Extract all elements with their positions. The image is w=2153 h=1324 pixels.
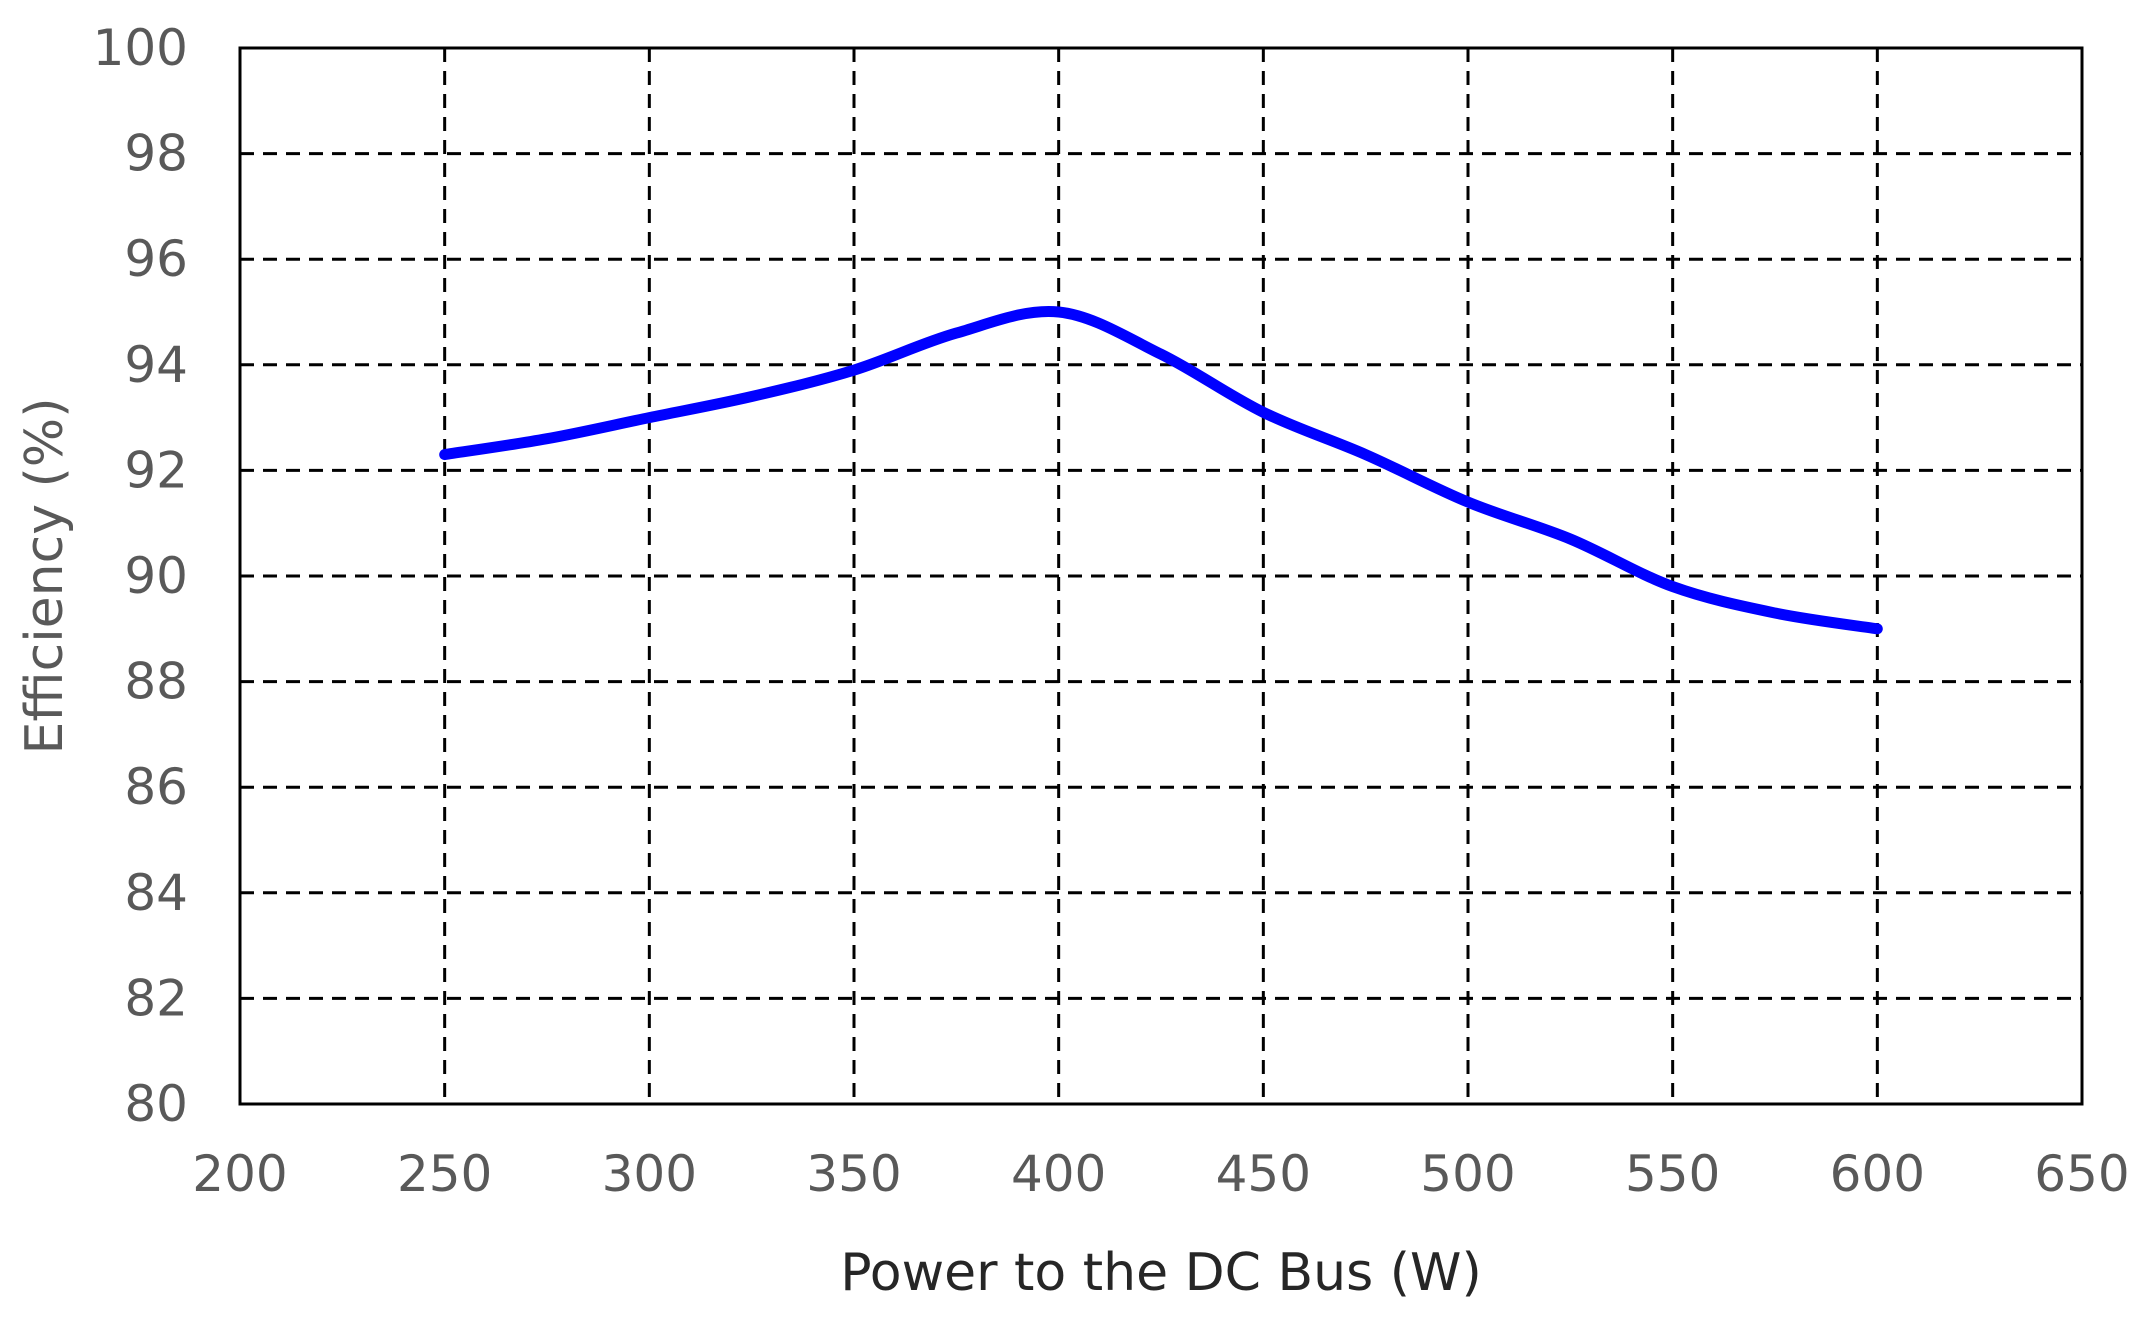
x-axis-ticks: 200 250 300 350 400 450 500 550 600 650 <box>192 1145 2129 1203</box>
x-tick-label: 650 <box>2034 1145 2129 1203</box>
y-tick-label: 84 <box>124 864 188 922</box>
y-axis-ticks: 80 82 84 86 88 90 92 94 96 98 100 <box>93 19 188 1133</box>
y-tick-label: 88 <box>124 653 188 711</box>
x-tick-label: 500 <box>1420 1145 1515 1203</box>
series-line-0 <box>439 305 1883 635</box>
x-tick-label: 200 <box>192 1145 287 1203</box>
y-tick-label: 100 <box>93 19 188 77</box>
y-axis-title: Efficiency (%) <box>15 398 75 755</box>
y-tick-label: 86 <box>124 758 188 816</box>
grid-lines <box>240 48 2082 1104</box>
y-tick-label: 98 <box>124 125 188 183</box>
y-tick-label: 82 <box>124 969 188 1027</box>
x-tick-label: 250 <box>397 1145 492 1203</box>
y-tick-label: 80 <box>124 1075 188 1133</box>
y-tick-label: 92 <box>124 441 188 499</box>
x-tick-label: 350 <box>806 1145 901 1203</box>
x-axis-title: Power to the DC Bus (W) <box>840 1243 1481 1303</box>
x-tick-label: 450 <box>1216 1145 1311 1203</box>
series-group <box>439 305 1883 635</box>
y-tick-label: 90 <box>124 547 188 605</box>
plot-area-frame <box>238 46 2084 1106</box>
x-tick-label: 550 <box>1625 1145 1720 1203</box>
x-tick-label: 600 <box>1830 1145 1925 1203</box>
y-tick-label: 94 <box>124 336 188 394</box>
y-tick-label: 96 <box>124 230 188 288</box>
x-tick-label: 300 <box>602 1145 697 1203</box>
x-tick-label: 400 <box>1011 1145 1106 1203</box>
